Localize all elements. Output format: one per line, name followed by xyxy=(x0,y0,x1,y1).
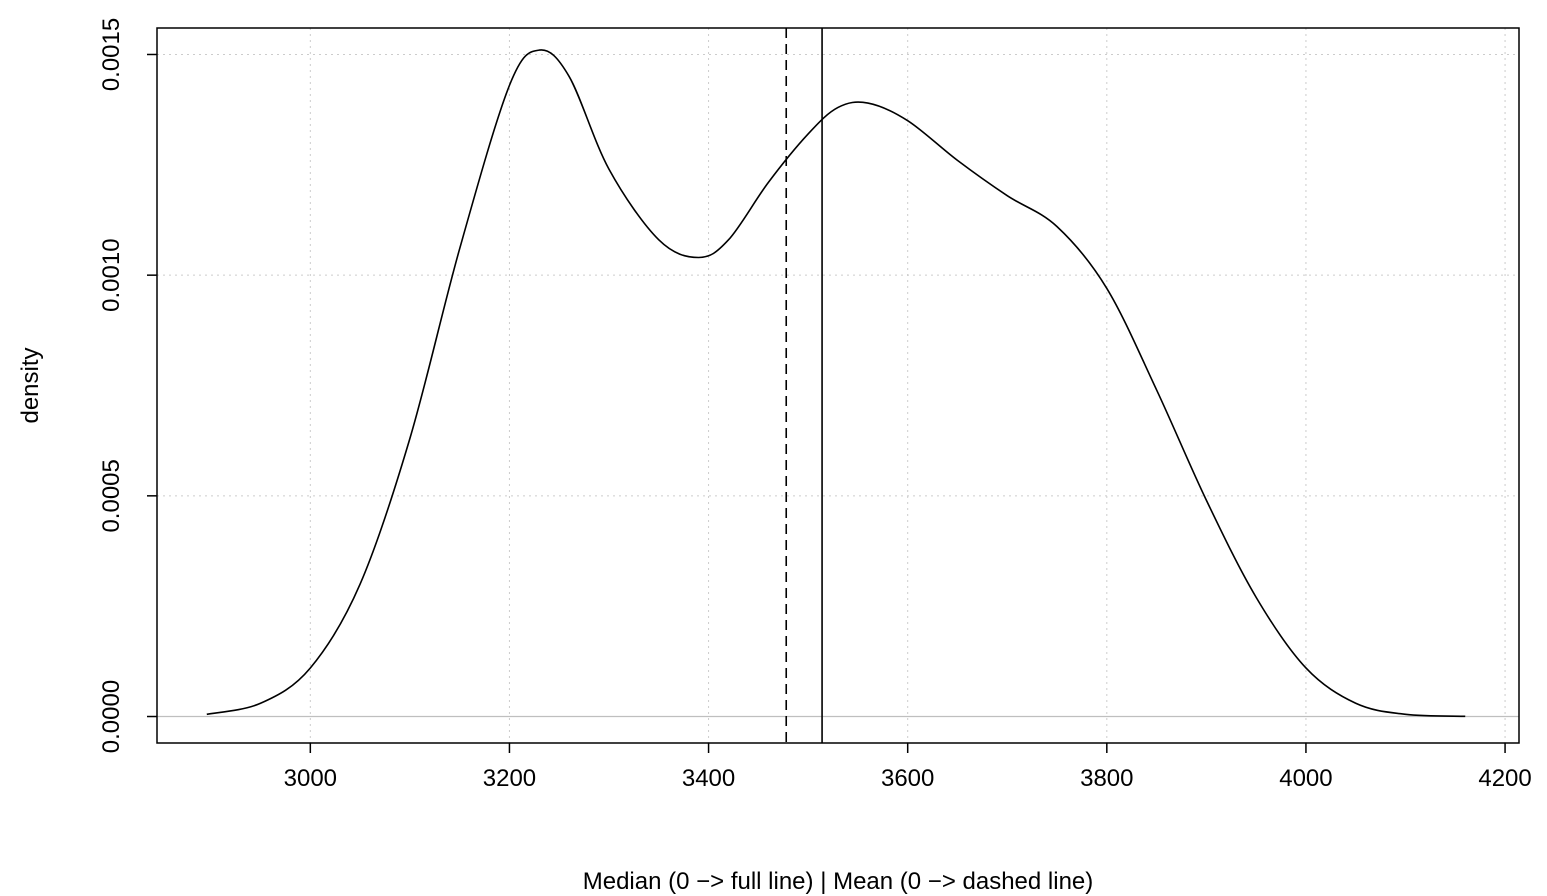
y-tick-label: 0.0015 xyxy=(98,18,125,91)
x-tick-label: 3000 xyxy=(284,765,337,792)
plot-frame xyxy=(156,27,1520,744)
x-tick-label: 4200 xyxy=(1478,765,1531,792)
y-axis: 0.0000 0.0005 0.0010 0.0015 xyxy=(98,18,157,753)
x-tick-label: 3600 xyxy=(881,765,934,792)
x-axis-title: Median (0 −> full line) | Mean (0 −> das… xyxy=(583,868,1094,895)
x-tick-label: 3800 xyxy=(1080,765,1133,792)
grid-layer xyxy=(157,28,1519,743)
vertical-lines-layer xyxy=(785,28,823,743)
x-tick-label: 3200 xyxy=(483,765,536,792)
x-tick-label: 3400 xyxy=(682,765,735,792)
y-tick-label: 0.0010 xyxy=(98,238,125,311)
density-curve xyxy=(206,49,1466,718)
series-layer xyxy=(206,49,1466,718)
y-axis-title: density xyxy=(17,347,44,423)
y-tick-label: 0.0005 xyxy=(98,459,125,532)
y-tick-label: 0.0000 xyxy=(98,680,125,753)
x-axis: 3000 3200 3400 3600 3800 4000 4200 xyxy=(284,743,1532,792)
x-tick-label: 4000 xyxy=(1279,765,1332,792)
